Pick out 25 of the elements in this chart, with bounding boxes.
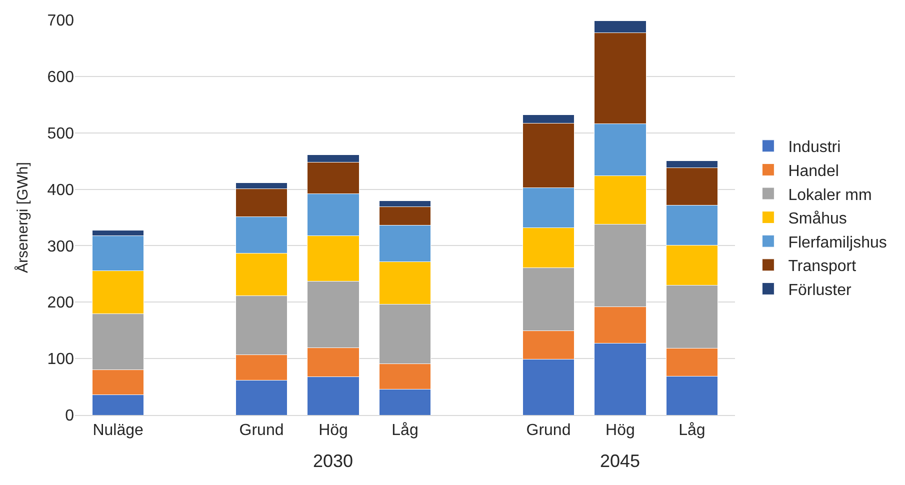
y-tick-label: 200 [47,294,74,312]
legend-label: Industri [788,139,841,156]
y-tick-label: 500 [47,125,74,142]
x-tick-label: Hög [606,422,635,440]
text: 2045 [600,451,640,471]
legend-label: Flerfamiljshus [788,234,887,252]
x-tick-label: Hög [318,422,348,440]
y-tick-label: 600 [47,69,74,86]
text: 2030 [313,451,354,471]
legend-label: Förluster [788,282,852,299]
legend-label: Lokaler mm [788,186,872,204]
y-axis-title: Årsenergi [GWh] [14,162,32,273]
x-tick-label: Låg [678,422,706,440]
x-tick-label: Nuläge [92,422,144,440]
y-tick-label: 700 [47,12,74,30]
y-tick-label: 300 [47,238,74,256]
legend-label: Transport [788,258,857,276]
legend-label: Handel [788,162,839,180]
y-tick-label: 100 [47,351,74,368]
legend-label: Småhus [788,210,847,228]
x-tick-label: Grund [526,422,571,440]
x-tick-label: Grund [239,422,284,440]
x-tick-label: Låg [392,422,418,440]
y-tick-label: 400 [47,182,74,199]
y-tick-label: 0 [65,408,74,425]
